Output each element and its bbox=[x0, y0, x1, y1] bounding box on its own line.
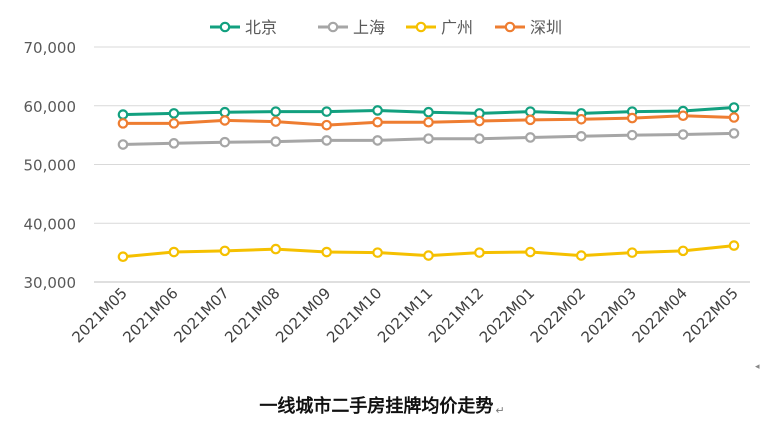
y-tick-label: 30,000 bbox=[24, 274, 77, 292]
data-point bbox=[728, 102, 740, 113]
legend-label: 上海 bbox=[353, 18, 385, 37]
data-point bbox=[168, 108, 180, 119]
legend-item: 北京 bbox=[210, 18, 277, 37]
data-point bbox=[321, 135, 332, 146]
data-point bbox=[626, 112, 638, 124]
data-point bbox=[677, 129, 689, 140]
legend-label: 广州 bbox=[441, 18, 473, 37]
y-tick-label: 40,000 bbox=[24, 215, 77, 233]
legend-item: 广州 bbox=[406, 18, 473, 37]
data-point bbox=[423, 250, 434, 261]
legend-item: 深圳 bbox=[495, 18, 562, 37]
y-axis-labels: 30,000 40,000 50,000 60,000 70,000 bbox=[24, 39, 77, 292]
data-point bbox=[117, 109, 129, 120]
data-point bbox=[423, 116, 434, 128]
legend: 北京 上海 广州 深圳 bbox=[210, 18, 562, 37]
data-point bbox=[677, 110, 689, 122]
data-point bbox=[117, 251, 129, 263]
data-point bbox=[474, 133, 485, 144]
data-point bbox=[270, 116, 282, 127]
data-point bbox=[117, 118, 129, 129]
chart-caption: 一线城市二手房挂牌均价走势 ↵ bbox=[0, 394, 764, 424]
data-point bbox=[525, 246, 536, 258]
data-point bbox=[626, 247, 638, 258]
data-point bbox=[168, 118, 180, 129]
data-point bbox=[219, 115, 231, 126]
data-point bbox=[270, 136, 282, 147]
data-point bbox=[474, 247, 485, 258]
data-point bbox=[575, 131, 587, 142]
data-point bbox=[728, 112, 740, 123]
data-point bbox=[270, 106, 282, 117]
data-point bbox=[219, 136, 231, 148]
data-point bbox=[219, 245, 231, 257]
data-point bbox=[677, 245, 689, 257]
legend-label: 北京 bbox=[245, 18, 277, 37]
paragraph-mark-icon: ↵ bbox=[495, 404, 505, 417]
x-tick-label: 2022M05 bbox=[679, 284, 741, 346]
corner-handle-icon: ◂ bbox=[755, 362, 760, 372]
y-tick-label: 60,000 bbox=[24, 98, 77, 116]
data-point bbox=[575, 250, 587, 261]
data-point bbox=[575, 113, 587, 125]
x-axis-labels: 2021M052021M062021M072021M082021M092021M… bbox=[68, 284, 741, 346]
legend-item: 上海 bbox=[318, 18, 385, 37]
data-point bbox=[728, 240, 740, 251]
caption-text: 一线城市二手房挂牌均价走势 bbox=[259, 396, 494, 417]
legend-marker bbox=[327, 21, 339, 33]
data-point bbox=[321, 246, 332, 258]
data-point bbox=[372, 116, 383, 128]
data-point bbox=[626, 129, 638, 141]
data-point bbox=[117, 139, 129, 150]
data-point bbox=[423, 106, 434, 118]
data-point bbox=[728, 128, 740, 139]
data-point bbox=[525, 114, 536, 126]
data-point bbox=[372, 135, 383, 146]
y-tick-label: 70,000 bbox=[24, 39, 77, 57]
data-point bbox=[474, 115, 485, 127]
data-point bbox=[168, 138, 180, 149]
series-广州 bbox=[117, 240, 740, 263]
legend-label: 深圳 bbox=[530, 18, 562, 37]
data-point bbox=[525, 132, 536, 143]
gridlines bbox=[94, 46, 750, 283]
legend-marker bbox=[219, 21, 231, 33]
data-point bbox=[423, 133, 434, 144]
data-point bbox=[168, 246, 180, 258]
legend-marker bbox=[504, 21, 516, 33]
y-tick-label: 50,000 bbox=[24, 157, 77, 175]
data-point bbox=[372, 105, 383, 116]
legend-marker bbox=[415, 21, 427, 33]
data-point bbox=[321, 119, 332, 131]
data-point bbox=[321, 106, 332, 117]
data-point bbox=[372, 247, 383, 258]
series-深圳 bbox=[117, 110, 740, 131]
series-上海 bbox=[117, 128, 740, 150]
data-point bbox=[270, 243, 282, 255]
